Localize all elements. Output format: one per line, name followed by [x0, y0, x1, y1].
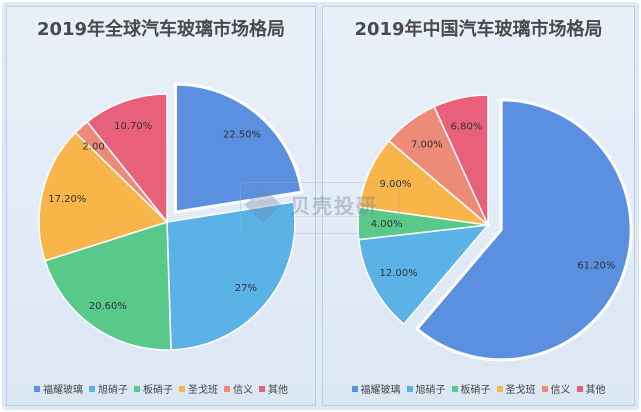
pie-slice-6	[433, 94, 489, 226]
legend-swatch	[89, 386, 95, 392]
legend-swatch	[224, 386, 230, 392]
legend-item-4: 圣戈班	[179, 381, 218, 396]
legend-item-5: 信义	[541, 381, 571, 396]
data-label-3: 20.60%	[89, 301, 127, 312]
legend-item-2: 旭硝子	[89, 381, 128, 396]
legend-label: 圣戈班	[505, 385, 536, 396]
legend-swatch	[351, 386, 358, 392]
legend-label: 福耀玻璃	[43, 385, 83, 396]
legend-label: 板硝子	[460, 385, 491, 396]
legend-item-3: 板硝子	[451, 381, 491, 396]
legend-label: 其他	[585, 385, 606, 396]
data-label-2: 12.00%	[379, 268, 417, 279]
pie-slice-1	[173, 82, 304, 214]
legend-item-6: 其他	[259, 381, 288, 396]
data-label-6: 6.80%	[451, 121, 483, 132]
chart-legend: 福耀玻璃 旭硝子 板硝子 圣戈班 信义 其他	[7, 381, 315, 396]
legend-swatch	[451, 386, 458, 392]
legend-item-1: 福耀玻璃	[351, 381, 401, 396]
data-label-3: 4.00%	[371, 219, 403, 230]
global-market-pie-chart: 22.50% 27% 20.60% 17.20% 2.00%10.70%	[38, 82, 304, 351]
legend-label: 圣戈班	[188, 385, 218, 396]
data-label-1: 22.50%	[223, 130, 261, 141]
data-label-4: 9.00%	[380, 179, 412, 190]
legend-swatch	[259, 386, 265, 392]
pie-slice-4	[38, 131, 169, 262]
china-market-pie-chart: 61.20% 12.00% 4.00% 9.00% 7.00% 6.80%	[357, 94, 633, 362]
legend-label: 信义	[233, 385, 253, 396]
legend-item-2: 旭硝子	[406, 381, 446, 396]
legend-item-3: 板硝子	[134, 381, 173, 396]
china-market-chart-panel: 2019年中国汽车玻璃市场格局 61.20% 12.00% 4.00% 9.00% 7.…	[322, 6, 635, 406]
data-label-6: 10.70%	[114, 121, 152, 132]
legend-swatch	[406, 386, 413, 392]
legend-label: 旭硝子	[98, 385, 128, 396]
chart-title: 2019年中国汽车玻璃市场格局	[354, 19, 603, 40]
global-market-chart-panel: 2019年全球汽车玻璃市场格局 22.50% 27% 20.60% 17.20% 2.0…	[6, 6, 316, 406]
data-label-2: 27%	[235, 283, 257, 294]
pie-slice-3	[44, 220, 172, 351]
legend-swatch	[496, 386, 503, 392]
legend-label: 板硝子	[143, 385, 173, 396]
pie-slice-2	[358, 224, 490, 326]
legend-item-4: 圣戈班	[496, 381, 536, 396]
legend-swatch	[179, 386, 185, 392]
chart-title: 2019年全球汽车玻璃市场格局	[36, 19, 286, 40]
data-label-4: 17.20%	[48, 194, 86, 205]
pie-slice-6	[86, 93, 168, 225]
legend-label: 信义	[550, 385, 571, 396]
pie-slice-2	[166, 201, 296, 351]
legend-swatch	[34, 386, 40, 392]
legend-label: 旭硝子	[415, 385, 446, 396]
data-label-5: 7.00%	[411, 140, 443, 151]
legend-item-6: 其他	[576, 381, 606, 396]
legend-swatch	[541, 386, 548, 392]
legend-label: 其他	[268, 385, 288, 396]
chart-legend: 福耀玻璃 旭硝子 板硝子 圣戈班 信义 其他	[323, 381, 634, 396]
pie-slice-1	[414, 98, 633, 362]
data-label-5: 2.00%	[82, 142, 114, 153]
legend-item-1: 福耀玻璃	[34, 381, 83, 396]
legend-swatch	[134, 386, 140, 392]
legend-item-5: 信义	[224, 381, 253, 396]
legend-label: 福耀玻璃	[360, 385, 401, 396]
data-label-1: 61.20%	[577, 260, 615, 271]
legend-swatch	[576, 386, 583, 392]
